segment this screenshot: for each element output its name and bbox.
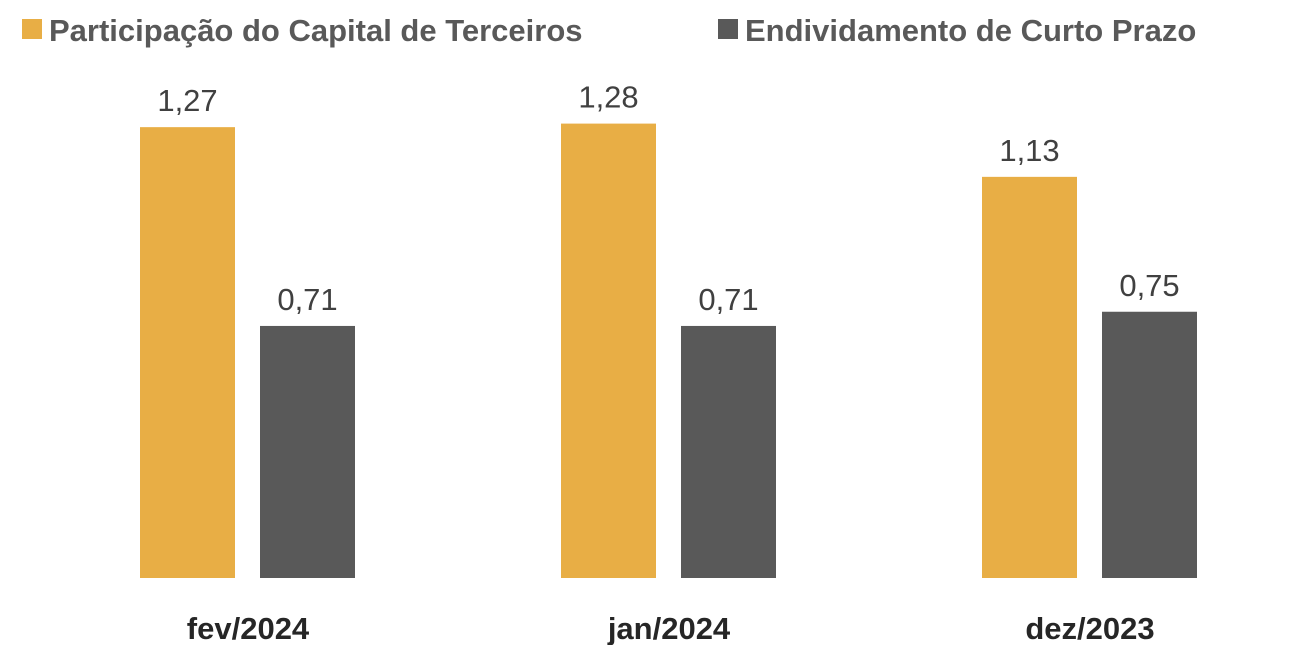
x-tick-label: dez/2023 bbox=[1025, 611, 1154, 645]
x-tick-label: fev/2024 bbox=[187, 611, 310, 645]
bar bbox=[561, 123, 656, 578]
value-label: 1,28 bbox=[578, 80, 638, 115]
value-label: 1,13 bbox=[999, 133, 1059, 168]
value-label: 0,75 bbox=[1119, 268, 1179, 303]
x-tick-label: jan/2024 bbox=[607, 611, 731, 645]
bar bbox=[982, 176, 1077, 578]
bar bbox=[681, 325, 776, 578]
legend-label: Participação do Capital de Terceiros bbox=[49, 13, 583, 48]
bar bbox=[1102, 311, 1197, 578]
bar bbox=[140, 127, 235, 579]
legend-swatch bbox=[718, 19, 738, 39]
value-label: 0,71 bbox=[698, 282, 758, 317]
legend-label: Endividamento de Curto Prazo bbox=[745, 13, 1196, 48]
value-label: 1,27 bbox=[157, 83, 217, 118]
legend-swatch bbox=[22, 19, 42, 39]
value-label: 0,71 bbox=[277, 282, 337, 317]
bar bbox=[260, 325, 355, 578]
